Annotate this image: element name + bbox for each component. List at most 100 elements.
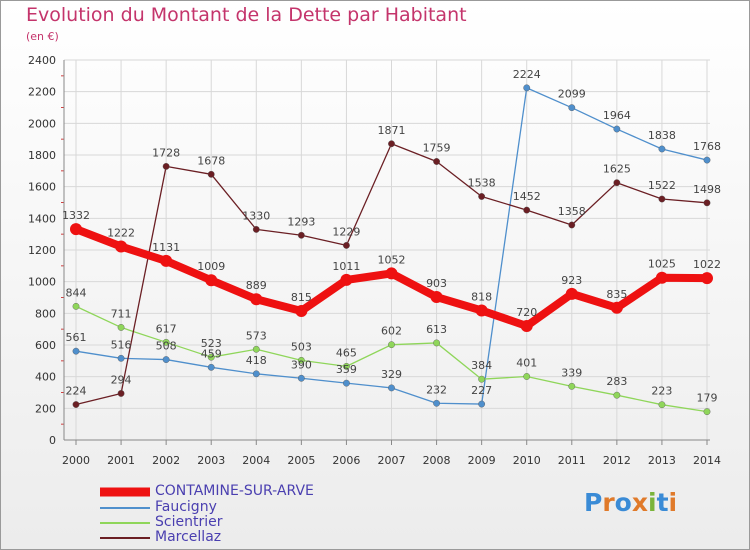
data-point <box>388 341 395 349</box>
data-point <box>655 271 668 284</box>
y-tick-label: 800 <box>35 307 56 320</box>
chart-title: Evolution du Montant de la Dette par Hab… <box>26 4 467 26</box>
logo-letter: i <box>668 488 678 517</box>
y-tick-label: 1000 <box>28 276 56 289</box>
data-point <box>117 390 125 397</box>
data-point <box>250 293 263 306</box>
y-tick-label: 2000 <box>28 117 56 130</box>
data-point <box>205 274 218 287</box>
logo-letter: r <box>602 488 615 517</box>
data-point <box>430 291 443 304</box>
x-tick-label: 2007 <box>378 454 406 467</box>
data-label: 1009 <box>197 260 225 273</box>
x-tick-label: 2005 <box>287 454 315 467</box>
data-point <box>478 375 486 383</box>
data-label: 418 <box>246 354 267 367</box>
data-label: 1332 <box>62 209 90 222</box>
data-label: 1964 <box>603 109 631 122</box>
data-label: 617 <box>156 322 177 335</box>
data-point <box>70 223 82 236</box>
data-point <box>162 356 170 363</box>
data-point <box>523 84 531 92</box>
data-point <box>523 373 531 380</box>
data-point <box>520 320 533 332</box>
x-tick-label: 2004 <box>242 454 270 467</box>
y-tick-label: 1600 <box>28 181 56 194</box>
logo-letter: i <box>648 488 657 517</box>
data-point <box>252 345 260 353</box>
data-point <box>117 354 125 362</box>
data-label: 1522 <box>648 179 676 192</box>
data-label: 294 <box>111 373 132 386</box>
data-point <box>703 156 711 164</box>
x-tick-label: 2012 <box>603 454 631 467</box>
data-label: 1838 <box>648 129 676 142</box>
data-point <box>297 231 305 239</box>
data-point <box>475 304 488 317</box>
logo-letter: o <box>614 488 632 517</box>
data-label: 227 <box>471 384 492 397</box>
data-label: 2224 <box>513 68 541 81</box>
data-label: 835 <box>606 288 627 301</box>
data-label: 561 <box>66 331 87 344</box>
data-label: 1330 <box>242 209 270 222</box>
data-point <box>613 125 621 133</box>
data-label: 223 <box>651 385 672 398</box>
data-point <box>565 287 578 300</box>
data-label: 516 <box>111 338 132 351</box>
data-label: 613 <box>426 323 447 336</box>
legend-label: Scientrier <box>155 514 223 530</box>
x-tick-label: 2008 <box>423 454 451 467</box>
legend-label: Marcellaz <box>155 529 222 545</box>
data-label: 459 <box>201 347 222 360</box>
data-point <box>568 221 576 229</box>
data-point <box>343 242 350 249</box>
data-point <box>162 338 170 346</box>
y-tick-label: 2200 <box>28 86 56 99</box>
logo-letter: x <box>631 488 648 517</box>
logo-letter: t <box>656 488 669 517</box>
data-point <box>72 401 80 408</box>
data-point <box>343 362 350 370</box>
data-label: 1452 <box>513 190 541 203</box>
data-label: 1293 <box>287 215 315 228</box>
data-label: 523 <box>201 337 222 350</box>
legend-label: CONTAMINE-SUR-ARVE <box>155 483 314 499</box>
data-label: 815 <box>291 291 312 304</box>
data-label: 711 <box>111 307 132 320</box>
data-point <box>613 391 621 399</box>
data-point <box>295 304 308 317</box>
data-point <box>207 170 215 178</box>
data-label: 384 <box>471 359 492 372</box>
data-point <box>385 267 398 280</box>
data-label: 359 <box>336 363 357 376</box>
data-point <box>72 347 80 355</box>
logo-letter: P <box>584 488 603 517</box>
y-tick-label: 400 <box>35 371 56 384</box>
data-label: 903 <box>426 277 447 290</box>
data-label: 1759 <box>423 141 451 154</box>
x-tick-label: 2010 <box>513 454 541 467</box>
x-tick-label: 2014 <box>693 454 721 467</box>
data-point <box>117 324 125 331</box>
data-point <box>523 206 531 214</box>
data-point <box>433 158 440 165</box>
y-tick-label: 1400 <box>28 212 56 225</box>
data-label: 1768 <box>693 140 721 153</box>
data-label: 179 <box>697 392 718 405</box>
data-label: 1011 <box>332 260 360 273</box>
data-label: 1498 <box>693 183 721 196</box>
legend-label: Faucigny <box>155 499 217 515</box>
data-label: 1131 <box>152 241 180 254</box>
data-label: 401 <box>516 357 537 370</box>
data-label: 390 <box>291 358 312 371</box>
x-tick-label: 2013 <box>648 454 676 467</box>
data-label: 889 <box>246 279 267 292</box>
data-point <box>478 400 486 408</box>
data-point <box>433 399 440 407</box>
data-point <box>433 339 440 347</box>
data-point <box>343 379 350 387</box>
data-label: 573 <box>246 329 267 342</box>
data-label: 1052 <box>378 253 406 266</box>
data-point <box>568 382 576 390</box>
